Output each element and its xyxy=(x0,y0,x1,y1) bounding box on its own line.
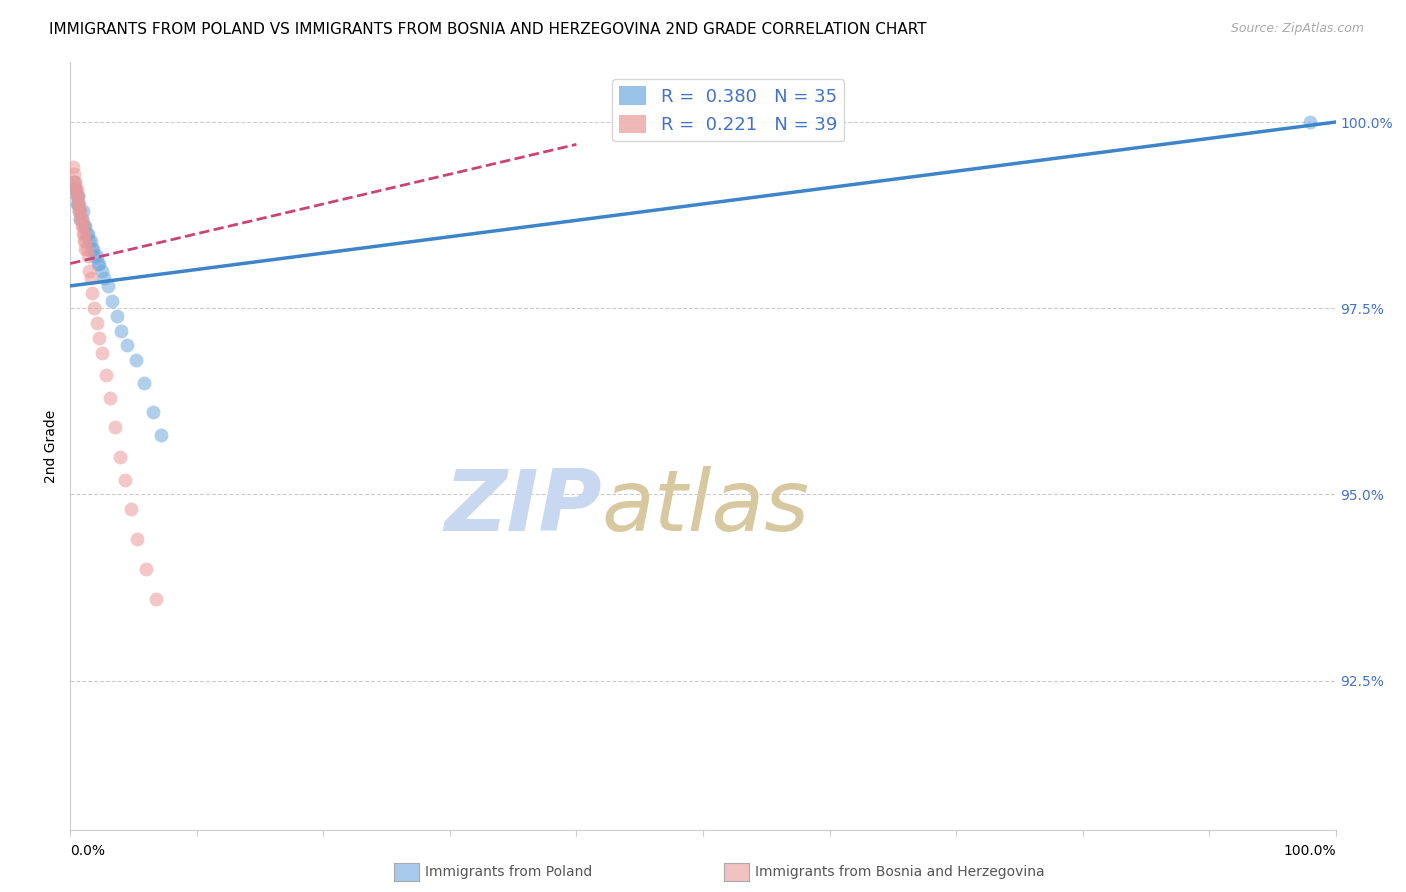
Point xyxy=(145,591,167,606)
Point xyxy=(76,227,98,241)
Point xyxy=(80,242,103,256)
Point xyxy=(135,562,157,576)
Point xyxy=(76,242,98,256)
Point xyxy=(67,204,90,219)
Point xyxy=(87,256,110,270)
Text: atlas: atlas xyxy=(602,466,810,549)
Point xyxy=(108,450,131,465)
Point xyxy=(72,227,94,241)
Point xyxy=(127,532,149,546)
Point xyxy=(70,211,93,226)
Point xyxy=(66,189,89,203)
Point xyxy=(89,331,111,345)
Point xyxy=(65,175,87,189)
Point xyxy=(70,211,93,226)
Point xyxy=(90,346,114,360)
Point xyxy=(63,175,86,189)
Point xyxy=(65,182,87,196)
Point xyxy=(79,271,101,285)
Point xyxy=(73,227,96,241)
Point xyxy=(94,368,117,383)
Point xyxy=(83,249,105,263)
Point xyxy=(67,204,90,219)
Point xyxy=(79,234,101,248)
Point xyxy=(73,234,96,248)
Point xyxy=(120,502,142,516)
Point xyxy=(1299,115,1322,129)
Text: Immigrants from Bosnia and Herzegovina: Immigrants from Bosnia and Herzegovina xyxy=(755,865,1045,880)
Point xyxy=(115,338,138,352)
Point xyxy=(105,309,128,323)
Y-axis label: 2nd Grade: 2nd Grade xyxy=(45,409,59,483)
Point xyxy=(86,249,108,263)
Point xyxy=(69,211,91,226)
Point xyxy=(65,182,87,196)
Point xyxy=(90,264,114,278)
Point xyxy=(86,316,108,330)
Point xyxy=(79,264,101,278)
Point xyxy=(67,197,90,211)
Point xyxy=(75,242,97,256)
Point xyxy=(66,197,89,211)
Point xyxy=(114,473,136,487)
Point xyxy=(77,249,100,263)
Point xyxy=(150,427,173,442)
Text: ZIP: ZIP xyxy=(444,466,602,549)
Point xyxy=(63,175,86,189)
Point xyxy=(65,189,87,203)
Text: Immigrants from Poland: Immigrants from Poland xyxy=(425,865,592,880)
Point xyxy=(125,353,148,368)
Point xyxy=(72,204,94,219)
Point xyxy=(132,376,155,390)
Point xyxy=(70,219,93,234)
Text: IMMIGRANTS FROM POLAND VS IMMIGRANTS FROM BOSNIA AND HERZEGOVINA 2ND GRADE CORRE: IMMIGRANTS FROM POLAND VS IMMIGRANTS FRO… xyxy=(49,22,927,37)
Point xyxy=(72,219,94,234)
Text: 0.0%: 0.0% xyxy=(70,844,105,857)
Point xyxy=(82,242,104,256)
Point xyxy=(69,211,91,226)
Point xyxy=(75,234,97,248)
Point xyxy=(62,160,84,174)
Point xyxy=(98,391,121,405)
Point xyxy=(101,293,124,308)
Point xyxy=(80,286,103,301)
Point xyxy=(104,420,127,434)
Point xyxy=(73,219,96,234)
Point xyxy=(63,167,86,181)
Point xyxy=(65,197,87,211)
Point xyxy=(141,405,163,419)
Point xyxy=(75,219,97,234)
Legend: R =  0.380   N = 35, R =  0.221   N = 39: R = 0.380 N = 35, R = 0.221 N = 39 xyxy=(612,79,845,141)
Point xyxy=(65,189,87,203)
Point xyxy=(97,278,120,293)
Point xyxy=(65,182,87,196)
Point xyxy=(66,197,89,211)
Text: 100.0%: 100.0% xyxy=(1284,844,1336,857)
Point xyxy=(89,256,111,270)
Point xyxy=(65,182,87,196)
Point xyxy=(93,271,115,285)
Point xyxy=(77,227,100,241)
Point xyxy=(79,234,101,248)
Point xyxy=(66,189,89,203)
Point xyxy=(83,301,105,316)
Text: Source: ZipAtlas.com: Source: ZipAtlas.com xyxy=(1230,22,1364,36)
Point xyxy=(69,204,91,219)
Point xyxy=(110,324,132,338)
